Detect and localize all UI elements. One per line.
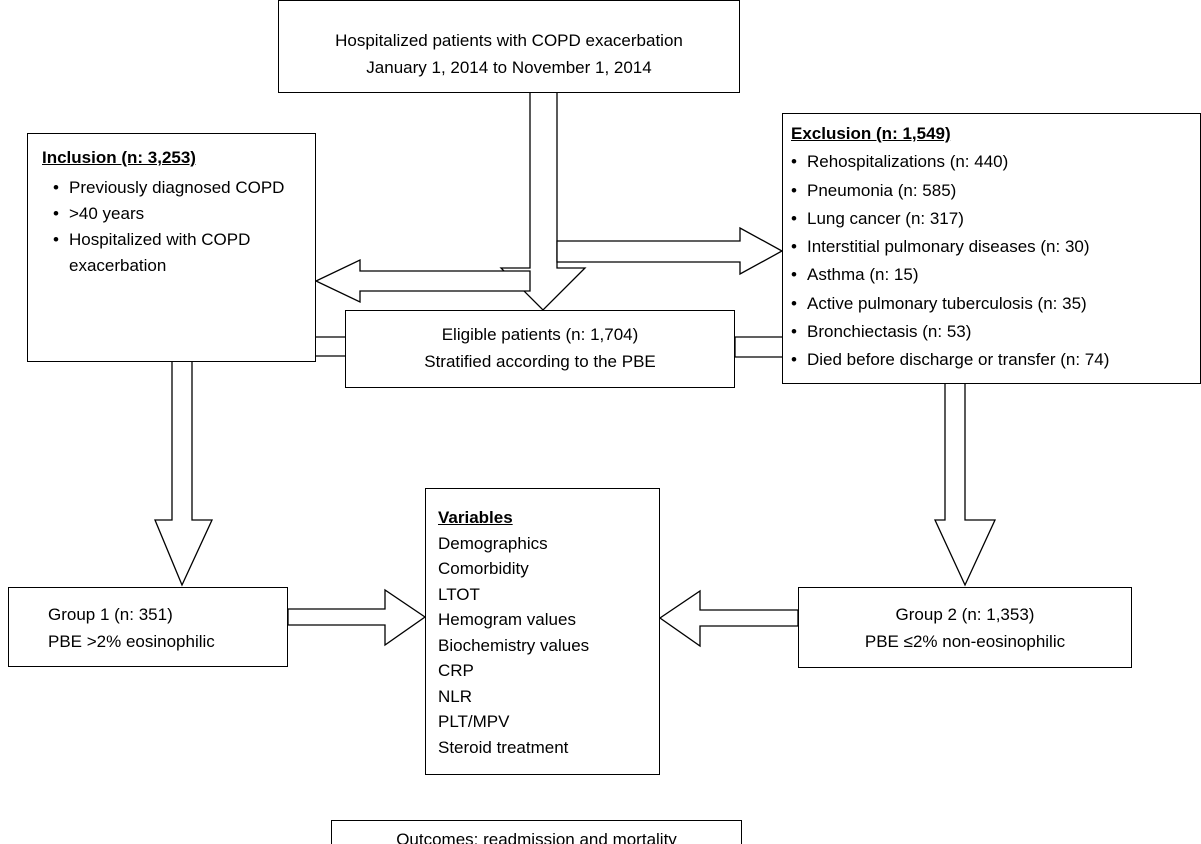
arrow-group1 — [154, 336, 347, 587]
variable-item: Comorbidity — [438, 559, 529, 578]
group2-line: PBE ≤2% non-eosinophilic — [864, 632, 1066, 651]
exclusion-item: Asthma (n: 15) — [791, 261, 1200, 290]
exclusion-item: Bronchiectasis (n: 53) — [791, 318, 1200, 347]
outcomes-text: Outcomes: readmission and mortality — [396, 830, 677, 844]
arrow-left-inclusion — [314, 258, 531, 304]
variables-title: Variables — [438, 508, 513, 527]
inclusion-title: Inclusion (n: 3,253) — [42, 148, 196, 167]
inclusion-item: Hospitalized with COPD exacerbation — [53, 227, 289, 279]
eligible-box: Eligible patients (n: 1,704) Stratified … — [345, 310, 735, 388]
group2-box: Group 2 (n: 1,353) PBE ≤2% non-eosinophi… — [798, 587, 1132, 668]
exclusion-box: Exclusion (n: 1,549) Rehospitalizations … — [782, 113, 1201, 384]
inclusion-list: Previously diagnosed COPD>40 yearsHospit… — [42, 175, 289, 279]
eligible-line: Eligible patients (n: 1,704) — [441, 325, 639, 344]
variable-item: NLR — [438, 686, 473, 706]
variables-box: Variables Demographics Comorbidity LTOT Hem… — [425, 488, 660, 775]
exclusion-item: Pneumonia (n: 585) — [791, 177, 1200, 206]
inclusion-box: Inclusion (n: 3,253) Previously diagnose… — [27, 133, 316, 362]
variable-item: CRP — [438, 661, 474, 680]
group1-line: Group 1 (n: 351) — [48, 605, 173, 624]
variable-item: Steroid treatment — [438, 737, 569, 757]
arrow-group2-variables — [658, 589, 799, 648]
variable-item: Biochemistry values — [438, 635, 590, 655]
eligible-line: Stratified according to the PBE — [424, 352, 656, 371]
variable-item: PLT/MPV — [438, 712, 510, 731]
exclusion-item: Interstitial pulmonary diseases (n: 30) — [791, 233, 1200, 262]
variable-item: LTOT — [438, 584, 480, 604]
exclusion-title: Exclusion (n: 1,549) — [791, 124, 951, 143]
header-box: Hospitalized patients with COPD exacerba… — [278, 0, 740, 93]
exclusion-item: Active pulmonary tuberculosis (n: 35) — [791, 290, 1200, 319]
exclusion-item: Rehospitalizations (n: 440) — [791, 148, 1200, 177]
header-line: January 1, 2014 to November 1, 2014 — [366, 58, 652, 77]
exclusion-list: Rehospitalizations (n: 440)Pneumonia (n:… — [791, 148, 1200, 375]
variable-item: Demographics — [438, 533, 548, 553]
exclusion-item: Lung cancer (n: 317) — [791, 205, 1200, 234]
inclusion-item: Previously diagnosed COPD — [53, 175, 289, 201]
group2-line: Group 2 (n: 1,353) — [895, 605, 1035, 624]
variable-item: Hemogram values — [438, 610, 576, 629]
arrow-down-main — [499, 91, 587, 311]
inclusion-item: >40 years — [53, 201, 289, 227]
exclusion-item: Died before discharge or transfer (n: 74… — [791, 346, 1200, 375]
arrow-right-exclusion — [556, 226, 784, 276]
variables-list: Demographics Comorbidity LTOT Hemogram valu… — [438, 531, 659, 761]
outcomes-box: Outcomes: readmission and mortality — [331, 820, 742, 844]
arrow-group1-variables — [287, 588, 427, 647]
header-line: Hospitalized patients with COPD exacerba… — [335, 31, 683, 50]
group1-line: PBE >2% eosinophilic — [48, 632, 215, 651]
group1-box: Group 1 (n: 351) PBE >2% eosinophilic — [8, 587, 288, 667]
